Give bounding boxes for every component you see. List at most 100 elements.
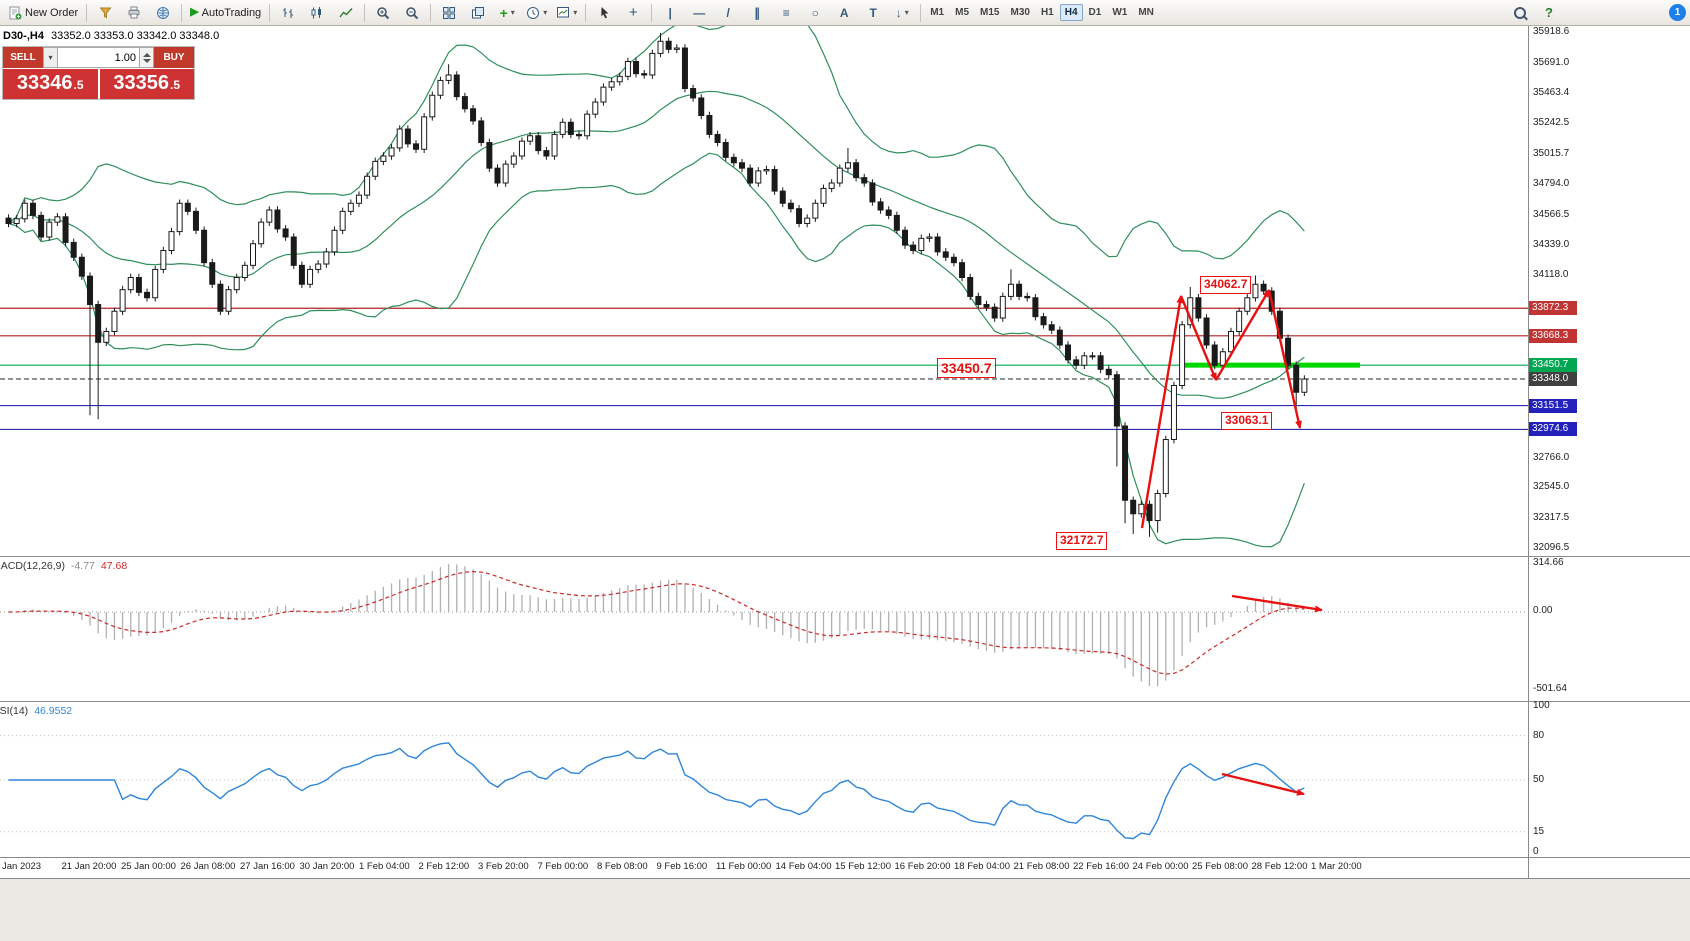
funnel-button[interactable] bbox=[91, 1, 119, 24]
trendline-tool[interactable]: / bbox=[714, 1, 742, 24]
price-tick: 35242.5 bbox=[1533, 117, 1570, 129]
bar-chart-icon bbox=[283, 7, 294, 18]
indicators-button[interactable]: + ▾ bbox=[493, 1, 521, 24]
ellipse-icon: ○ bbox=[811, 5, 819, 20]
time-label: 27 Jan 16:00 bbox=[240, 861, 295, 872]
timeframe-m5-button[interactable]: M5 bbox=[955, 7, 970, 18]
channel-tool[interactable]: ∥ bbox=[743, 1, 771, 24]
vertical-line-tool[interactable]: | bbox=[656, 1, 684, 24]
autotrading-button[interactable]: ▶ AutoTrading bbox=[186, 1, 265, 24]
horizontal-line-tool[interactable]: — bbox=[685, 1, 713, 24]
price-tick: 32545.0 bbox=[1533, 481, 1570, 493]
price-tick: 35015.7 bbox=[1533, 147, 1570, 159]
web-button[interactable] bbox=[149, 1, 177, 24]
candlestick-chart-button[interactable] bbox=[303, 1, 331, 24]
timeframe-m15-button[interactable]: M15 bbox=[980, 7, 1000, 18]
indicators-add-icon: + bbox=[499, 4, 508, 21]
crosshair-tool-button[interactable]: + bbox=[619, 1, 647, 24]
time-label: 21 Jan 20:00 bbox=[61, 861, 117, 872]
text-label-tool[interactable]: T bbox=[859, 1, 887, 24]
cascade-windows-icon bbox=[472, 6, 485, 18]
macd-panel-canvas[interactable] bbox=[0, 557, 1528, 700]
templates-button[interactable]: ▾ bbox=[552, 1, 581, 24]
macd-axis-value: 0.00 bbox=[1533, 605, 1553, 616]
buy-price-tile[interactable]: 33356.5 bbox=[99, 69, 194, 99]
timeframe-w1-button[interactable]: W1 bbox=[1112, 7, 1128, 18]
timeframe-h4-button[interactable]: H4 bbox=[1059, 4, 1083, 21]
zoom-in-button[interactable] bbox=[369, 1, 397, 24]
step-down-icon[interactable] bbox=[142, 58, 151, 63]
volume-stepper[interactable] bbox=[140, 47, 154, 68]
panel-separator[interactable] bbox=[0, 701, 1690, 702]
price-tick: 32096.5 bbox=[1533, 541, 1570, 553]
price-tag: 33348.0 bbox=[1529, 372, 1577, 387]
chevron-down-icon: ▾ bbox=[543, 8, 548, 17]
autotrading-label: AutoTrading bbox=[201, 6, 262, 19]
help-icon: ? bbox=[1545, 5, 1553, 20]
arrows-tool[interactable]: ↓ ▾ bbox=[888, 1, 916, 24]
text-tool[interactable]: A bbox=[830, 1, 858, 24]
main-toolbar: New Order ▶ AutoTrading + ▾ ▾ bbox=[0, 0, 1690, 26]
zoom-out-button[interactable] bbox=[398, 1, 426, 24]
rsi-panel-canvas[interactable] bbox=[0, 702, 1528, 858]
text-icon: A bbox=[839, 5, 849, 20]
line-chart-button[interactable] bbox=[332, 1, 360, 24]
time-label: 26 Jan 08:00 bbox=[180, 861, 236, 872]
price-tick: 32766.0 bbox=[1533, 451, 1570, 463]
price-tick: 35918.6 bbox=[1533, 26, 1570, 37]
rsi-axis-value: 0 bbox=[1533, 846, 1539, 857]
time-label: 22 Feb 16:00 bbox=[1073, 861, 1129, 872]
price-tick: 32317.5 bbox=[1533, 512, 1570, 524]
timeframe-d1-button[interactable]: D1 bbox=[1088, 7, 1102, 18]
candlestick-icon bbox=[311, 6, 322, 18]
clock-icon bbox=[527, 6, 540, 19]
search-button[interactable] bbox=[1506, 1, 1534, 24]
print-button[interactable] bbox=[120, 1, 148, 24]
time-label: 7 Feb 00:00 bbox=[537, 861, 589, 872]
chart-title: D30-,H4 33352.0 33353.0 33342.0 33348.0 bbox=[3, 30, 219, 42]
toolbar-separator bbox=[585, 3, 587, 22]
chevron-down-icon: ▾ bbox=[904, 8, 909, 17]
panel-separator[interactable] bbox=[0, 556, 1690, 557]
time-label: 21 Feb 08:00 bbox=[1013, 861, 1070, 872]
timeframe-m30-button[interactable]: M30 bbox=[1010, 7, 1030, 18]
fibonacci-tool[interactable]: ≡ bbox=[772, 1, 800, 24]
timeframe-h1-button[interactable]: H1 bbox=[1040, 7, 1054, 18]
time-label: 30 Jan 20:00 bbox=[299, 861, 355, 872]
new-order-icon bbox=[9, 6, 22, 19]
help-button[interactable]: ? bbox=[1535, 1, 1563, 24]
timeframe-mn-button[interactable]: MN bbox=[1138, 7, 1154, 18]
main-chart-canvas[interactable] bbox=[0, 26, 1528, 556]
sell-price: 33346 bbox=[16, 72, 73, 94]
notification-badge[interactable]: 1 bbox=[1669, 4, 1686, 21]
equidistant-channel-icon: ∥ bbox=[754, 5, 761, 20]
volume-input[interactable] bbox=[58, 47, 140, 68]
periods-button[interactable]: ▾ bbox=[522, 1, 551, 24]
cascade-windows-button[interactable] bbox=[464, 1, 492, 24]
toolbar-separator bbox=[364, 3, 366, 22]
text-label-icon: T bbox=[869, 5, 877, 20]
time-axis-border bbox=[0, 878, 1690, 879]
buy-button[interactable]: BUY bbox=[154, 47, 194, 68]
new-order-button[interactable]: New Order bbox=[4, 1, 82, 24]
volume-dropdown[interactable]: ▾ bbox=[43, 47, 58, 68]
price-tick: 34566.5 bbox=[1533, 208, 1570, 220]
time-label: 11 Feb 00:00 bbox=[716, 861, 772, 872]
tile-windows-button[interactable] bbox=[435, 1, 463, 24]
new-order-label: New Order bbox=[25, 6, 79, 19]
cursor-tool-button[interactable] bbox=[590, 1, 618, 24]
macd-label: MACD(12,26,9) -4.77 47.68 bbox=[0, 560, 127, 572]
sell-button[interactable]: SELL bbox=[3, 47, 43, 68]
vertical-line-icon: | bbox=[668, 5, 672, 20]
time-label: Jan 2023 bbox=[2, 861, 42, 872]
autotrading-play-icon: ▶ bbox=[190, 6, 199, 18]
timeframe-m1-button[interactable]: M1 bbox=[930, 7, 945, 18]
symbol-period-label: D30-,H4 bbox=[3, 30, 44, 42]
bar-chart-button[interactable] bbox=[274, 1, 302, 24]
time-label: 2 Feb 12:00 bbox=[418, 861, 470, 872]
shapes-tool[interactable]: ○ bbox=[801, 1, 829, 24]
sell-price-tile[interactable]: 33346.5 bbox=[3, 69, 98, 99]
horizontal-line-icon: — bbox=[693, 5, 706, 20]
step-up-icon[interactable] bbox=[142, 52, 151, 57]
time-label: 25 Jan 00:00 bbox=[121, 861, 176, 872]
